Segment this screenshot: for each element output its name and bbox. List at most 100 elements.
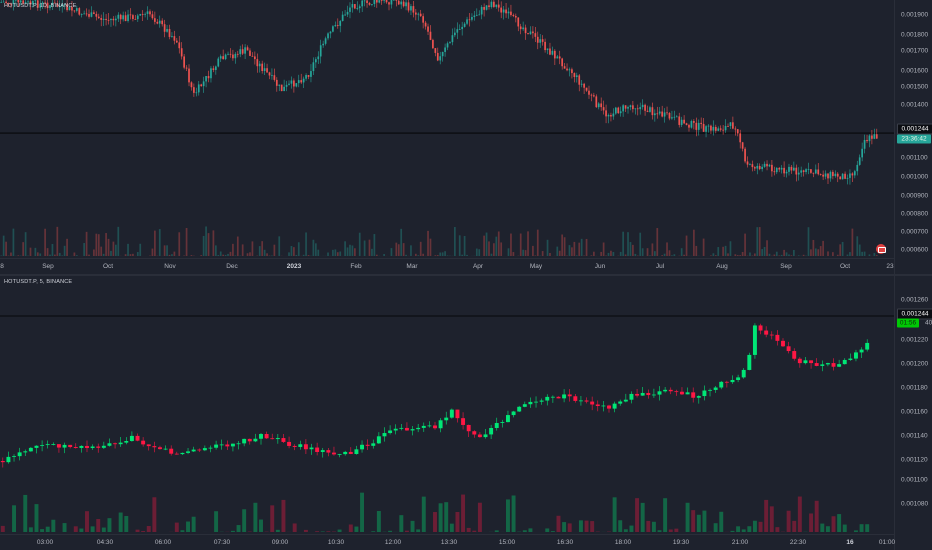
candle-body xyxy=(261,63,264,71)
volume-bar xyxy=(507,248,510,256)
candle-body xyxy=(149,11,151,15)
candle-body xyxy=(854,352,858,359)
time-tick-label: May xyxy=(529,263,543,270)
candle-body xyxy=(868,135,871,142)
volume-bar xyxy=(793,250,795,256)
candle-body xyxy=(693,121,695,123)
candle-body xyxy=(268,72,271,76)
volume-bar xyxy=(96,519,101,532)
candle-body xyxy=(758,325,763,331)
candle-body xyxy=(365,444,370,446)
candle-body xyxy=(405,2,407,7)
candle-body xyxy=(297,80,300,84)
volume-bar xyxy=(512,252,515,256)
candle-body xyxy=(348,451,353,454)
volume-bar xyxy=(657,530,662,532)
candle-body xyxy=(700,122,703,124)
candle-body xyxy=(107,443,112,446)
candle-body xyxy=(624,105,627,109)
volume-bar xyxy=(229,251,232,256)
pane-divider[interactable] xyxy=(0,274,932,276)
volume-bar xyxy=(580,238,583,256)
candle-body xyxy=(388,430,393,434)
candle-body xyxy=(410,429,415,431)
candle-body xyxy=(451,35,454,43)
candle-body xyxy=(90,12,93,17)
volume-bar xyxy=(561,234,564,256)
earnings-event-icon[interactable] xyxy=(876,244,886,254)
candle-body xyxy=(300,80,303,83)
volume-bar xyxy=(854,530,858,532)
volume-bar xyxy=(146,526,151,532)
intraday-price-axis[interactable]: 0.001260 0.001220 0.001200 0.001180 0.001160… xyxy=(894,276,932,550)
candle-body xyxy=(302,78,305,83)
daily-price-axis[interactable]: 0.001900 0.001800 0.001700 0.001600 0.001500… xyxy=(894,0,932,274)
candle-body xyxy=(51,444,56,445)
volume-bar xyxy=(549,252,551,256)
candle-body xyxy=(56,3,59,7)
volume-bar xyxy=(158,229,161,256)
volume-bar xyxy=(349,244,351,256)
volume-bar xyxy=(510,233,512,256)
candle-body xyxy=(404,427,409,431)
daily-candlestick-plot[interactable] xyxy=(0,0,894,258)
price-tick-label: 0.001180 xyxy=(901,384,928,392)
candle-body xyxy=(449,409,454,418)
candle-body xyxy=(663,112,666,117)
candle-body xyxy=(58,6,61,8)
candle-body xyxy=(696,396,701,398)
candle-body xyxy=(713,387,718,390)
candle-body xyxy=(524,27,527,34)
candle-body xyxy=(197,449,202,451)
price-tick-label: 0.001080 xyxy=(901,500,929,508)
volume-bar xyxy=(263,249,266,256)
candle-body xyxy=(846,177,849,179)
candle-body xyxy=(433,425,437,429)
candle-body xyxy=(212,68,215,70)
volume-bar xyxy=(397,244,400,256)
candle-body xyxy=(848,358,853,360)
volume-bar xyxy=(178,232,181,256)
candle-body xyxy=(24,2,27,4)
volume-bar xyxy=(399,515,404,532)
volume-bar xyxy=(110,250,112,256)
candle-body xyxy=(675,116,678,118)
volume-bar xyxy=(34,247,37,256)
volume-bar xyxy=(712,253,715,256)
candle-body xyxy=(44,2,46,4)
candle-body xyxy=(336,25,339,26)
volume-bar xyxy=(837,514,842,532)
candle-body xyxy=(753,167,756,169)
candle-body xyxy=(863,139,866,149)
volume-bar xyxy=(12,228,15,256)
intraday-time-axis[interactable]: 03:00 04:30 06:00 07:30 09:00 10:30 12:00 13:30… xyxy=(0,534,895,550)
volume-bar xyxy=(371,531,376,532)
time-tick-label: Aug xyxy=(716,263,728,270)
price-tick-label: 0.001600 xyxy=(901,67,929,75)
volume-bar xyxy=(758,227,761,256)
volume-bar xyxy=(571,247,573,256)
candle-body xyxy=(549,48,551,55)
volume-bar xyxy=(97,234,100,256)
candle-body xyxy=(339,21,342,26)
intraday-candlestick-plot[interactable] xyxy=(0,276,894,534)
volume-bar xyxy=(722,246,724,256)
volume-bar xyxy=(88,254,90,256)
candle-body xyxy=(683,119,685,124)
price-tick-label: 0.001700 xyxy=(901,47,929,55)
volume-bar xyxy=(747,526,752,532)
volume-bar xyxy=(236,236,239,256)
candle-body xyxy=(337,454,342,455)
volume-bar xyxy=(371,248,373,256)
candle-body xyxy=(807,169,810,170)
candle-body xyxy=(510,11,512,16)
intraday-chart-pane[interactable]: HOTUSDT.P, 5, BINANCE 0.001260 0.001220 0.… xyxy=(0,276,932,550)
volume-bar xyxy=(839,244,842,256)
volume-bar xyxy=(768,253,771,256)
candle-body xyxy=(253,438,258,442)
daily-time-axis[interactable]: 8 Sep Oct Nov Dec 2023 Feb Mar Apr May Jun Jul Aug Se… xyxy=(0,258,894,274)
volume-bar xyxy=(302,254,305,256)
candle-body xyxy=(658,111,661,114)
candle-body xyxy=(129,14,132,16)
daily-chart-pane[interactable]: HOTUSDT.P, 1D, BINANCE 0.001900 0.001800 0… xyxy=(0,0,932,274)
